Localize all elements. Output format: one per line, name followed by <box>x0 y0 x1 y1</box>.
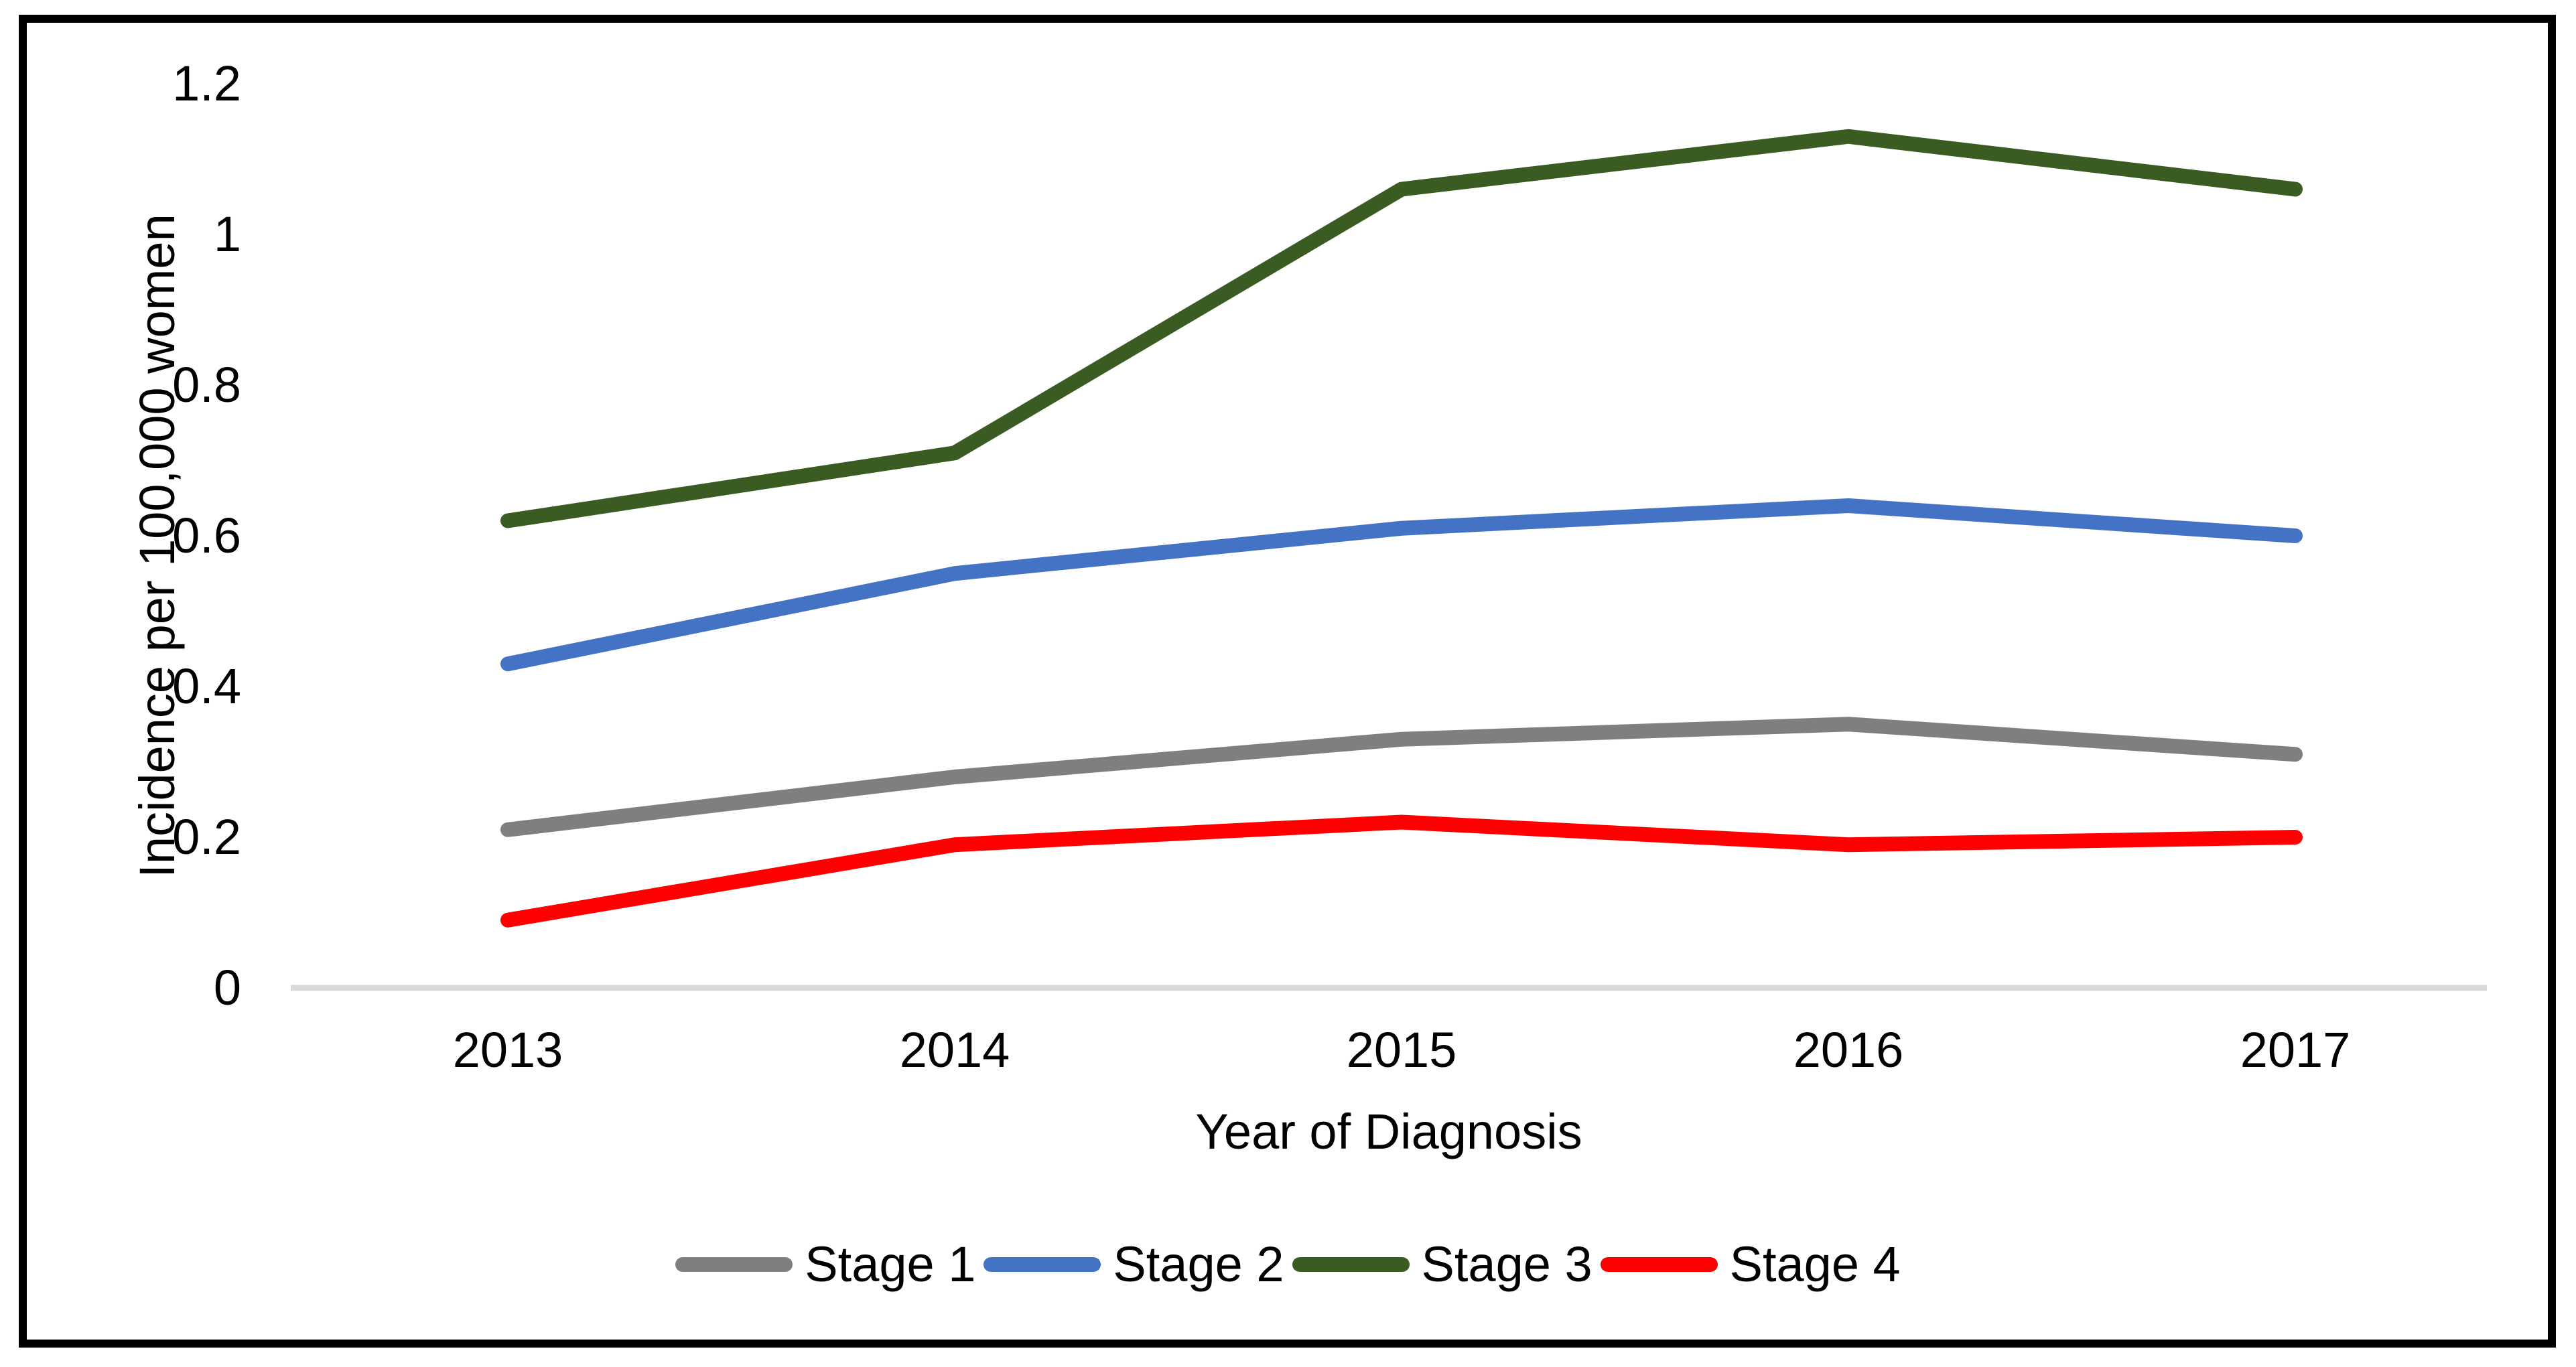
series-line-stage-4 <box>500 814 2303 928</box>
legend-label: Stage 2 <box>1113 1236 1284 1292</box>
legend-item-stage-1: Stage 1 <box>675 1236 975 1293</box>
series-line-stage-1 <box>500 717 2303 837</box>
x-tick-label: 2013 <box>452 1022 563 1078</box>
y-tick-label: 0.6 <box>172 508 241 563</box>
y-tick-label: 1.2 <box>172 56 241 111</box>
x-tick-label: 2015 <box>1346 1022 1457 1078</box>
series-line-stage-3 <box>500 129 2303 528</box>
legend-label: Stage 4 <box>1729 1236 1901 1292</box>
x-tick-label: 2016 <box>1793 1022 1904 1078</box>
legend-label: Stage 3 <box>1421 1236 1592 1292</box>
y-tick-label: 0 <box>213 960 241 1015</box>
legend-swatch <box>984 1257 1101 1272</box>
legend-label: Stage 1 <box>805 1236 976 1292</box>
legend: Stage 1 Stage 2 Stage 3 Stage 4 <box>0 1234 2576 1295</box>
y-tick-label: 0.8 <box>172 357 241 413</box>
y-tick-label: 0.4 <box>172 658 241 714</box>
chart-frame <box>19 15 2556 1348</box>
legend-item-stage-2: Stage 2 <box>984 1236 1284 1293</box>
legend-item-stage-4: Stage 4 <box>1600 1236 1901 1293</box>
legend-swatch <box>675 1257 793 1272</box>
legend-swatch <box>1600 1257 1718 1272</box>
y-tick-label: 0.2 <box>172 809 241 865</box>
x-axis-title: Year of Diagnosis <box>1195 1104 1582 1159</box>
y-tick-label: 1 <box>213 206 241 262</box>
x-tick-label: 2017 <box>2240 1022 2351 1078</box>
legend-item-stage-3: Stage 3 <box>1292 1236 1592 1293</box>
x-tick-label: 2014 <box>899 1022 1010 1078</box>
legend-swatch <box>1292 1257 1410 1272</box>
series-line-stage-2 <box>500 498 2303 672</box>
